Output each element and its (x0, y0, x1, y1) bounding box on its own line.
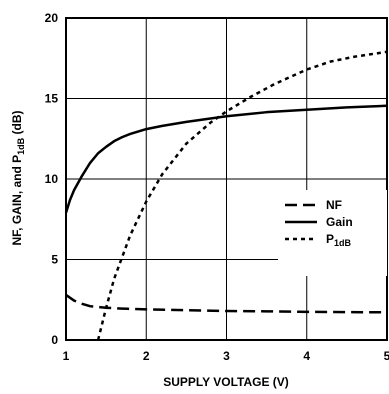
legend-label-p1db-sub: 1dB (334, 238, 352, 248)
x-axis-label: SUPPLY VOLTAGE (V) (163, 375, 289, 389)
x-tick-label: 3 (223, 349, 230, 363)
y-axis-label-sub: 1dB (16, 137, 26, 155)
y-axis-label-tail: (dB) (10, 110, 24, 137)
x-tick-label: 5 (384, 349, 389, 363)
series-line-nf (65, 293, 388, 314)
legend-label-gain-main: Gain (326, 215, 353, 229)
series-line-gain (64, 104, 388, 214)
x-tick-labels: 1 2 3 4 5 (63, 349, 389, 363)
y-axis-label-main: NF, GAIN, and P (10, 155, 24, 246)
legend-label-gain: Gain (326, 215, 353, 229)
legend: NF Gain P1dB (285, 198, 353, 248)
y-tick-label: 20 (45, 11, 59, 25)
y-tick-label: 15 (45, 92, 59, 106)
x-tick-label: 4 (303, 349, 310, 363)
y-tick-label: 0 (51, 333, 58, 347)
y-axis-label: NF, GAIN, and P1dB (dB) (10, 110, 26, 245)
legend-label-nf: NF (326, 198, 342, 212)
series-line-p1db (96, 50, 388, 341)
y-tick-labels: 0 5 10 15 20 (45, 11, 59, 347)
legend-label-p1db-main: P (326, 232, 334, 246)
y-tick-label: 10 (45, 172, 59, 186)
legend-label-nf-main: NF (326, 198, 342, 212)
x-tick-label: 2 (143, 349, 150, 363)
y-tick-label: 5 (51, 253, 58, 267)
x-tick-label: 1 (63, 349, 70, 363)
legend-label-p1db: P1dB (326, 232, 352, 248)
grid (66, 18, 387, 340)
series-lines (64, 50, 388, 341)
plot-frame (65, 17, 388, 341)
